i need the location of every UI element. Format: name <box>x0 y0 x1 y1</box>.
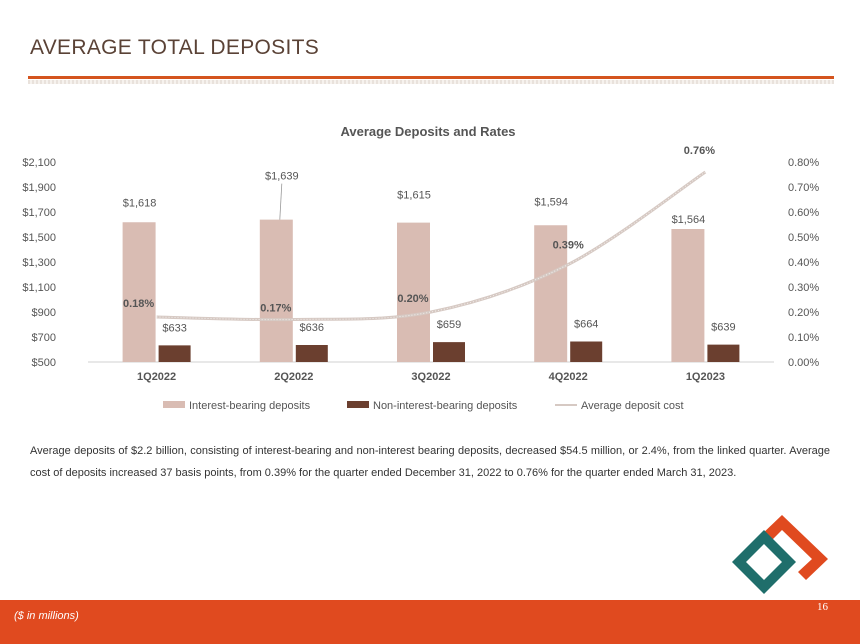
x-tick-label: 1Q2022 <box>137 371 176 383</box>
x-tick-label: 1Q2023 <box>686 371 725 383</box>
interest-bearing-bar <box>534 225 568 362</box>
y-right-tick-label: 0.70% <box>788 182 819 194</box>
interest-bearing-data-label: $1,564 <box>672 214 706 226</box>
interest-bearing-bar <box>122 222 156 362</box>
x-tick-label: 3Q2022 <box>411 371 450 383</box>
y-right-tick-label: 0.00% <box>788 357 819 369</box>
page-number: 16 <box>817 601 828 613</box>
y-left-tick-label: $1,500 <box>22 232 56 244</box>
y-right-tick-label: 0.50% <box>788 232 819 244</box>
average-deposit-cost-data-label: 0.17% <box>260 303 291 315</box>
y-left-tick-label: $1,100 <box>22 282 56 294</box>
footnote: ($ in millions) <box>14 610 79 622</box>
legend-swatch-non-interest-bearing <box>347 401 369 408</box>
y-left-tick-label: $2,100 <box>22 157 56 169</box>
x-tick-label: 2Q2022 <box>274 371 313 383</box>
y-right-tick-label: 0.10% <box>788 332 819 344</box>
y-right-tick-label: 0.60% <box>788 207 819 219</box>
interest-bearing-bar <box>259 219 293 362</box>
y-left-tick-label: $1,900 <box>22 182 56 194</box>
non-interest-bearing-data-label: $633 <box>162 322 186 334</box>
title-underline <box>28 76 834 79</box>
deposits-chart: Average Deposits and Rates $500 $700 $900 $1… <box>22 124 819 412</box>
legend-label-non-interest-bearing: Non-interest-bearing deposits <box>373 400 518 412</box>
non-interest-bearing-data-label: $636 <box>300 322 324 334</box>
interest-bearing-bar <box>397 222 430 362</box>
interest-bearing-data-label: $1,594 <box>534 196 568 208</box>
average-deposit-cost-line-texture <box>156 171 706 321</box>
y-left-tick-label: $700 <box>32 332 56 344</box>
average-deposit-cost-data-label: 0.39% <box>553 240 584 252</box>
description-text: Average deposits of $2.2 billion, consis… <box>30 445 830 479</box>
y-left-tick-label: $1,300 <box>22 257 56 269</box>
legend-label-average-deposit-cost: Average deposit cost <box>581 400 684 412</box>
non-interest-bearing-data-label: $639 <box>711 322 735 334</box>
non-interest-bearing-data-label: $659 <box>437 319 461 331</box>
title-underline-shadow <box>28 80 834 84</box>
diamond-logo-icon <box>732 515 828 594</box>
y-left-tick-label: $500 <box>32 357 56 369</box>
y-left-tick-label: $1,700 <box>22 207 56 219</box>
non-interest-bearing-bar <box>707 344 740 362</box>
data-label-leader-line <box>279 183 283 220</box>
y-right-tick-label: 0.80% <box>788 157 819 169</box>
legend-label-interest-bearing: Interest-bearing deposits <box>189 400 311 412</box>
legend-swatch-interest-bearing <box>163 401 185 408</box>
y-right-tick-label: 0.30% <box>788 282 819 294</box>
interest-bearing-bar <box>671 229 705 362</box>
y-right-tick-label: 0.20% <box>788 307 819 319</box>
non-interest-bearing-bar <box>295 345 328 362</box>
interest-bearing-data-label: $1,639 <box>265 171 299 183</box>
average-deposit-cost-data-label: 0.18% <box>123 298 154 310</box>
average-deposit-cost-data-label: 0.76% <box>684 145 715 157</box>
non-interest-bearing-bar <box>433 342 465 362</box>
page-title: AVERAGE TOTAL DEPOSITS <box>30 36 320 59</box>
interest-bearing-data-label: $1,618 <box>123 197 157 209</box>
y-left-tick-label: $900 <box>32 307 56 319</box>
interest-bearing-data-label: $1,615 <box>397 190 431 202</box>
x-tick-label: 4Q2022 <box>549 371 588 383</box>
average-deposit-cost-data-label: 0.20% <box>397 293 428 305</box>
y-right-tick-label: 0.40% <box>788 257 819 269</box>
non-interest-bearing-bar <box>570 341 603 362</box>
non-interest-bearing-data-label: $664 <box>574 319 598 331</box>
average-deposit-cost-line <box>156 170 707 322</box>
chart-title: Average Deposits and Rates <box>340 124 515 139</box>
footer-bar: ($ in millions) 16 <box>0 600 860 644</box>
non-interest-bearing-bar <box>158 345 191 362</box>
